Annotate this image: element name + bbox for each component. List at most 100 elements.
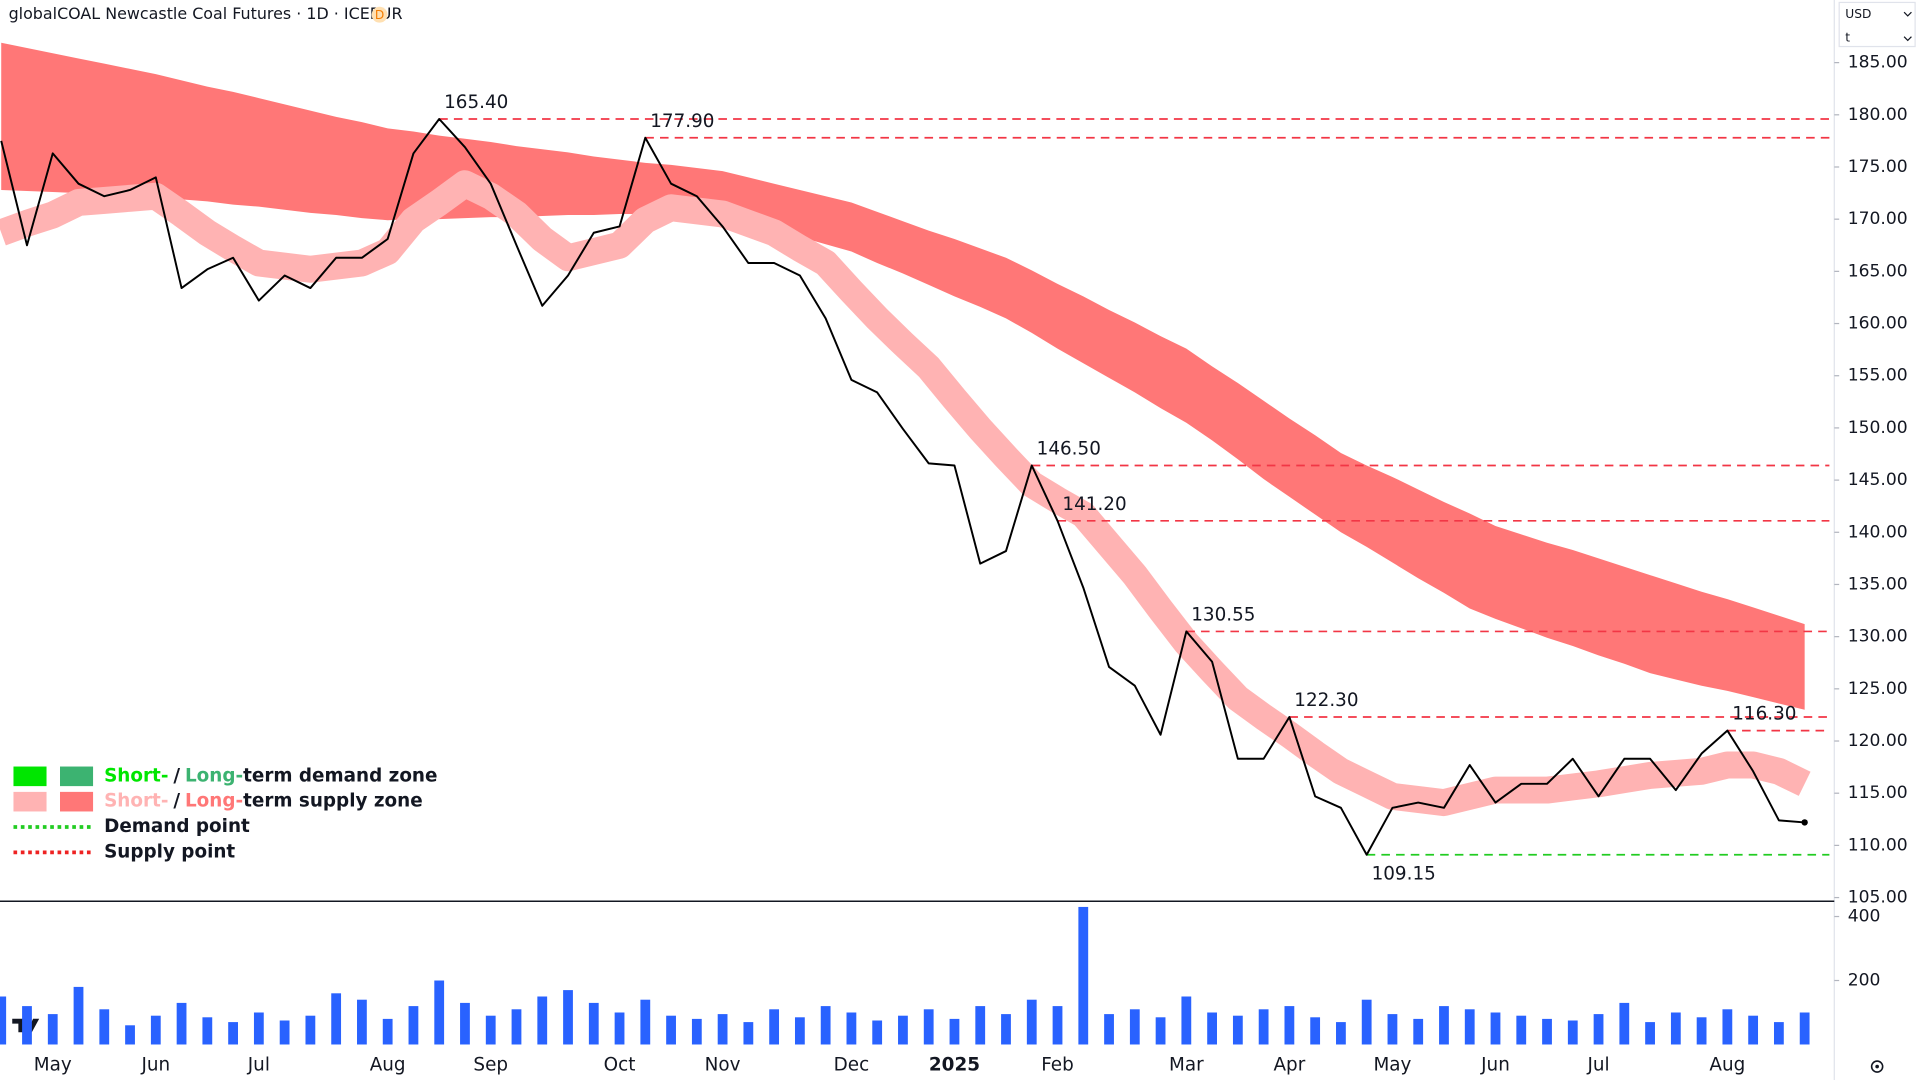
volume-bar: [202, 1017, 213, 1045]
level-label: 141.20: [1062, 494, 1126, 515]
legend-part: Demand point: [104, 816, 250, 837]
legend-part: /: [173, 791, 180, 812]
volume-bar: [1593, 1014, 1604, 1045]
y-tick-label: 160.00: [1848, 314, 1908, 334]
badge: [371, 6, 388, 23]
y-tick-label: 130.00: [1848, 627, 1908, 647]
badge-text: D: [375, 8, 384, 22]
volume-bar: [1619, 1002, 1630, 1045]
level-label: 116.30: [1732, 704, 1796, 725]
legend-label: Short- / Long-term demand zone: [104, 765, 437, 786]
level-label: 122.30: [1294, 690, 1358, 711]
volume-bar: [1645, 1022, 1655, 1045]
y-tick-label: 140.00: [1848, 522, 1908, 542]
x-tick-label: Jun: [1480, 1054, 1510, 1075]
volume-bar: [1696, 1017, 1707, 1045]
volume-bar: [1773, 1022, 1784, 1045]
x-tick-label: 2025: [929, 1054, 980, 1075]
last-price-dot: [1801, 819, 1808, 826]
volume-bar: [253, 1012, 264, 1045]
volume-bar: [434, 980, 445, 1045]
legend-part: Short-: [104, 765, 168, 786]
level-label: 165.40: [444, 92, 508, 113]
volume-bar: [640, 999, 651, 1045]
y-tick-label: 105.00: [1848, 888, 1908, 908]
volume-bar: [537, 996, 548, 1045]
legend-swatch: [60, 766, 94, 787]
x-tick-label: Aug: [370, 1054, 406, 1075]
volume-bar: [47, 1014, 58, 1045]
y-tick-label: 180.00: [1848, 105, 1908, 125]
y-tick-label: 145.00: [1848, 470, 1908, 490]
unit[interactable]: t: [1845, 30, 1850, 44]
legend-part: /: [173, 765, 180, 786]
gear[interactable]: [1870, 1060, 1884, 1073]
legend-label: Supply point: [104, 841, 235, 862]
volume-bar: [228, 1022, 238, 1045]
x-tick-label: Jul: [1586, 1054, 1609, 1075]
x-tick-label: Jun: [140, 1054, 170, 1075]
band-layer: [0, 42, 1811, 817]
volume-bar: [1799, 1012, 1810, 1045]
volume-bar: [1439, 1006, 1449, 1045]
legend-part: Long-: [185, 791, 243, 812]
legend-label: Demand point: [104, 816, 250, 837]
volume-bar: [1258, 1009, 1269, 1045]
volume-bar: [1748, 1015, 1759, 1045]
legend-part: Supply point: [104, 841, 235, 862]
volume-bar: [1155, 1017, 1166, 1045]
volume-bar: [73, 986, 84, 1045]
volume-bar: [846, 1012, 857, 1045]
volume-bar: [769, 1009, 780, 1045]
volume-bar: [279, 1020, 290, 1045]
volume-bar: [743, 1022, 754, 1045]
volume-bar: [872, 1020, 883, 1045]
volume-bar: [1413, 1018, 1424, 1045]
y-tick-label: 135.00: [1848, 574, 1908, 594]
y-tick-label: 115.00: [1848, 783, 1908, 803]
x-tick-label: Feb: [1041, 1054, 1074, 1075]
volume-bar: [1181, 996, 1192, 1045]
volume-bar: [305, 1015, 316, 1045]
volume-bar: [1078, 906, 1089, 1045]
volume-bar: [511, 1009, 522, 1045]
y-tick-label: 155.00: [1848, 366, 1908, 386]
x-tick-label: Dec: [834, 1054, 870, 1075]
legend-swatch: [13, 766, 47, 787]
volume-bar: [1464, 1009, 1475, 1045]
x-tick-label: May: [34, 1054, 72, 1075]
volume-bar: [1001, 1014, 1011, 1045]
unit-box[interactable]: [1838, 1, 1916, 48]
y-tick-label: 170.00: [1848, 209, 1908, 229]
volume-bar: [460, 1002, 470, 1045]
volume-bar: [1542, 1018, 1552, 1045]
y-tick-label: 185.00: [1848, 53, 1908, 73]
y-tick-label: 175.00: [1848, 157, 1908, 177]
legend-swatch: [60, 791, 94, 812]
currency[interactable]: USD: [1845, 7, 1871, 21]
volume-bar: [1232, 1015, 1243, 1045]
x-tick-label: Mar: [1169, 1054, 1204, 1075]
x-tick-label: Oct: [604, 1054, 636, 1075]
y-tick-label: 150.00: [1848, 418, 1908, 438]
volume-bar: [1336, 1022, 1346, 1045]
x-tick-label: Jul: [247, 1054, 270, 1075]
level-label: 109.15: [1372, 863, 1436, 884]
volume-bar: [1207, 1012, 1217, 1045]
volume-bar: [176, 1002, 187, 1045]
settings-icon[interactable]: [1870, 1060, 1884, 1073]
volume-bar: [1129, 1009, 1140, 1045]
volume-bar: [408, 1006, 419, 1045]
chevrons: [1903, 11, 1912, 42]
volume-bar: [1516, 1015, 1527, 1045]
volume-bar: [794, 1017, 805, 1045]
volume-bar: [1670, 1012, 1681, 1045]
x-tick-label: May: [1373, 1054, 1411, 1075]
gear-center[interactable]: [1875, 1064, 1879, 1069]
volume-bar: [563, 990, 573, 1045]
legend-part: Long-: [185, 765, 243, 786]
volume-bar: [1052, 1006, 1063, 1045]
volume-bar: [99, 1009, 110, 1045]
volume-bar: [1104, 1014, 1114, 1045]
